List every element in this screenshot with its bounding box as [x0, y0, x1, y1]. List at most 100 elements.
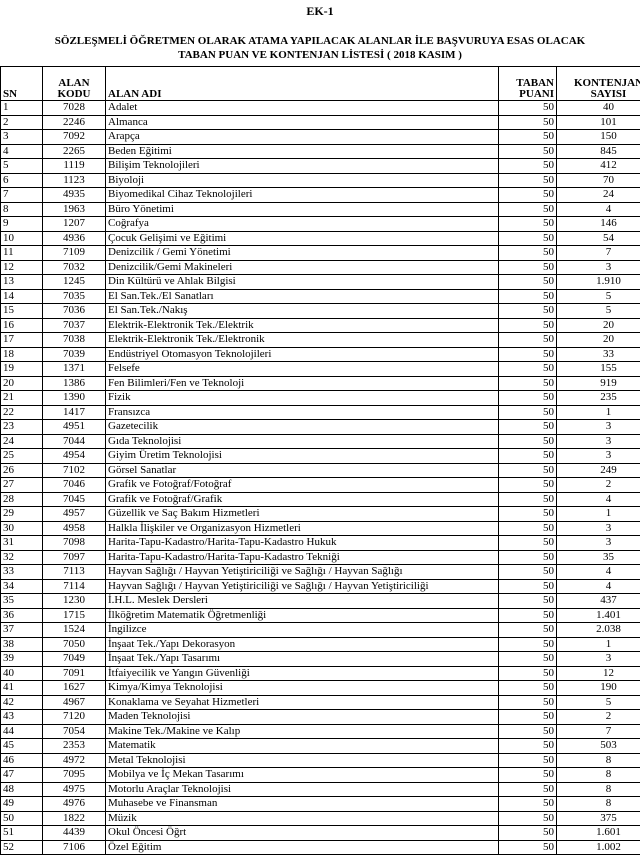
table-row: 6 1123 Biyoloji 50 70	[0, 172, 640, 188]
table-row: 27 7046 Grafik ve Fotoğraf/Fotoğraf 50 2	[0, 477, 640, 493]
table-cell: 1.601	[556, 825, 640, 841]
table-cell: 50	[498, 564, 557, 580]
table-cell: 4935	[42, 187, 106, 203]
table-cell: 503	[556, 738, 640, 754]
table-cell: 50	[498, 810, 557, 826]
table-cell: 8	[556, 752, 640, 768]
table-cell: 50	[498, 187, 557, 203]
table-cell: 48	[0, 781, 43, 797]
table-cell: 3	[556, 520, 640, 536]
table-cell: Elektrik-Elektronik Tek./Elektrik	[105, 317, 499, 333]
table-cell: 7095	[42, 767, 106, 783]
table-cell: 42	[0, 694, 43, 710]
table-cell: Büro Yönetimi	[105, 201, 499, 217]
table-row: 28 7045 Grafik ve Fotoğraf/Grafik 50 4	[0, 491, 640, 507]
table-cell: 50	[498, 796, 557, 812]
table-cell: Hayvan Sağlığı / Hayvan Yetiştiriciliği …	[105, 578, 499, 594]
table-row: 44 7054 Makine Tek./Makine ve Kalıp 50 7	[0, 723, 640, 739]
table-cell: 40	[0, 665, 43, 681]
table-cell: 45	[0, 738, 43, 754]
table-row: 50 1822 Müzik 50 375	[0, 810, 640, 826]
table-cell: 50	[498, 593, 557, 609]
table-cell: 7109	[42, 245, 106, 261]
table-cell: 15	[0, 303, 43, 319]
table-cell: Mobilya ve İç Mekan Tasarımı	[105, 767, 499, 783]
table-cell: 5	[556, 694, 640, 710]
table-row: 29 4957 Güzellik ve Saç Bakım Hizmetleri 50…	[0, 506, 640, 522]
table-cell: Maden Teknolojisi	[105, 709, 499, 725]
table-cell: 4957	[42, 506, 106, 522]
table-cell: Elektrik-Elektronik Tek./Elektronik	[105, 332, 499, 348]
table-cell: 1.002	[556, 839, 640, 855]
table-cell: 50	[498, 303, 557, 319]
table-cell: 4972	[42, 752, 106, 768]
table-cell: 1207	[42, 216, 106, 232]
table-cell: 24	[556, 187, 640, 203]
table-row: 52 7106 Özel Eğitim 50 1.002	[0, 839, 640, 855]
table-cell: 20	[556, 332, 640, 348]
table-cell: 7050	[42, 636, 106, 652]
table-cell: 1123	[42, 172, 106, 188]
table-cell: 7	[556, 723, 640, 739]
table-cell: 150	[556, 129, 640, 145]
table-cell: İlköğretim Matematik Öğretmenliği	[105, 607, 499, 623]
table-cell: 190	[556, 680, 640, 696]
column-header: TABAN PUANI	[498, 66, 557, 101]
table-cell: 7106	[42, 839, 106, 855]
table-row: 36 1715 İlköğretim Matematik Öğretmenliği 5…	[0, 607, 640, 623]
table-cell: Çocuk Gelişimi ve Eğitimi	[105, 230, 499, 246]
table-cell: Muhasebe ve Finansman	[105, 796, 499, 812]
table-cell: Fen Bilimleri/Fen ve Teknoloji	[105, 375, 499, 391]
table-cell: 50	[498, 491, 557, 507]
table-cell: 5	[556, 288, 640, 304]
title-line: TABAN PUAN VE KONTENJAN LİSTESİ ( 2018 K…	[178, 49, 462, 61]
table-cell: Halkla İlişkiler ve Organizasyon Hizmetl…	[105, 520, 499, 536]
table-cell: 8	[556, 796, 640, 812]
table-cell: İnşaat Tek./Yapı Dekorasyon	[105, 636, 499, 652]
table-cell: İtfaiyecilik ve Yangın Güvenliği	[105, 665, 499, 681]
table-cell: 1524	[42, 622, 106, 638]
table-cell: 50	[498, 346, 557, 362]
table-row: 40 7091 İtfaiyecilik ve Yangın Güvenliği 50…	[0, 665, 640, 681]
table-cell: 9	[0, 216, 43, 232]
table-cell: Müzik	[105, 810, 499, 826]
table-cell: Denizcilik / Gemi Yönetimi	[105, 245, 499, 261]
table-cell: 50	[498, 825, 557, 841]
table-cell: 1.910	[556, 274, 640, 290]
table-cell: Fransızca	[105, 404, 499, 420]
table-cell: 43	[0, 709, 43, 725]
table-row: 18 7039 Endüstriyel Otomasyon Teknolojiler…	[0, 346, 640, 362]
table-row: 35 1230 İ.H.L. Meslek Dersleri 50 437	[0, 593, 640, 609]
table-cell: 3	[556, 448, 640, 464]
table-cell: Grafik ve Fotoğraf/Grafik	[105, 491, 499, 507]
table-cell: Hayvan Sağlığı / Hayvan Yetiştiriciliği …	[105, 564, 499, 580]
column-header: ALAN ADI	[105, 66, 499, 101]
table-cell: 7097	[42, 549, 106, 565]
table-cell: 7091	[42, 665, 106, 681]
table-cell: El San.Tek./El Sanatları	[105, 288, 499, 304]
table-cell: 4	[556, 564, 640, 580]
table-cell: 3	[556, 433, 640, 449]
table-cell: 6	[0, 172, 43, 188]
table-cell: Adalet	[105, 100, 499, 116]
table-row: 10 4936 Çocuk Gelişimi ve Eğitimi 50 54	[0, 230, 640, 246]
table-cell: 50	[498, 723, 557, 739]
table-cell: 50	[498, 462, 557, 478]
table-cell: 50	[498, 361, 557, 377]
table-row: 17 7038 Elektrik-Elektronik Tek./Elektroni…	[0, 332, 640, 348]
table-row: 22 1417 Fransızca 50 1	[0, 404, 640, 420]
table-cell: 1	[0, 100, 43, 116]
table-cell: 28	[0, 491, 43, 507]
table-cell: 52	[0, 839, 43, 855]
table-row: 8 1963 Büro Yönetimi 50 4	[0, 201, 640, 217]
table-cell: 7032	[42, 259, 106, 275]
table-cell: 50	[498, 738, 557, 754]
table-cell: 155	[556, 361, 640, 377]
table-cell: 50	[498, 158, 557, 174]
table-cell: 8	[556, 767, 640, 783]
table-cell: 35	[556, 549, 640, 565]
table-cell: 1963	[42, 201, 106, 217]
table-cell: 12	[0, 259, 43, 275]
table-cell: 7092	[42, 129, 106, 145]
table-cell: 50	[498, 752, 557, 768]
